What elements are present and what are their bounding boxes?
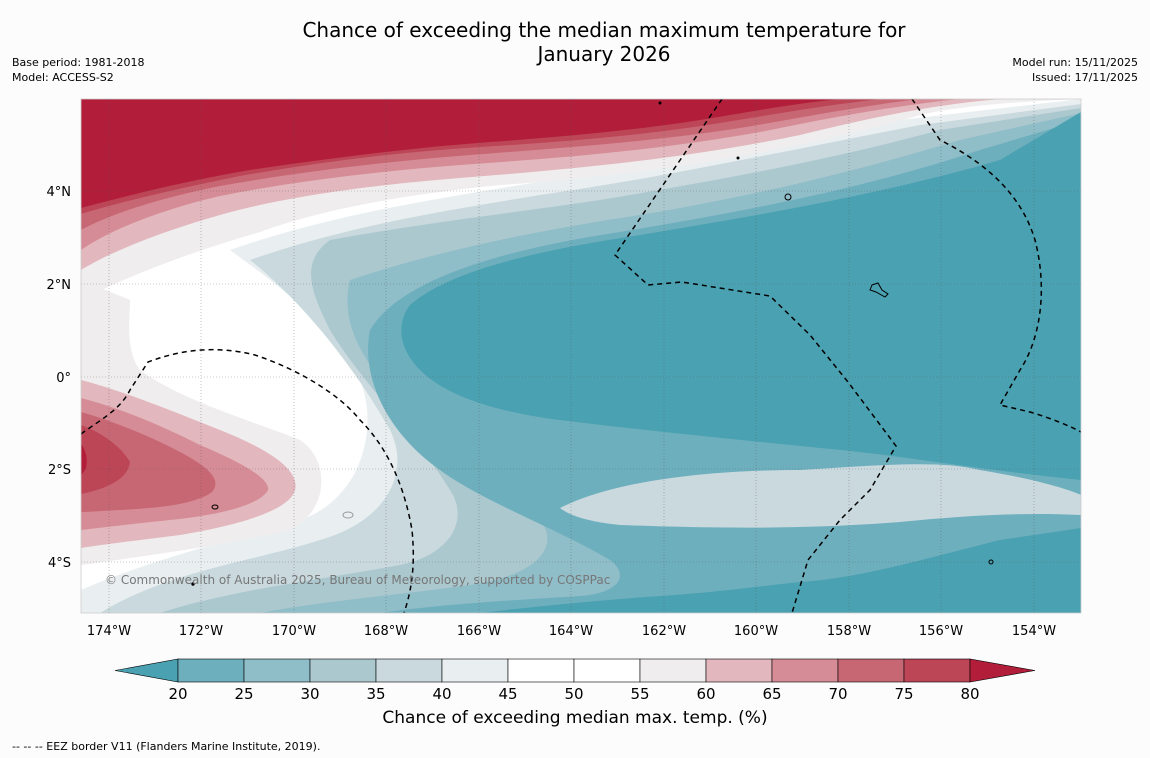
colorbar-extend-low: [114, 658, 179, 683]
island-6: [736, 156, 740, 160]
lat-label: 4°S: [48, 556, 71, 571]
field-70-75-west: [81, 412, 216, 512]
lon-label: 154°W: [1012, 624, 1056, 639]
eez-border-kiribati-north: [614, 99, 897, 613]
colorbar-title: Chance of exceeding median max. temp. (%…: [382, 708, 768, 728]
lon-label: 164°W: [549, 624, 593, 639]
island-kiritimati: [869, 282, 889, 298]
colorbar-segment: [771, 658, 839, 683]
patch-light-3: [560, 464, 1081, 528]
colorbar-segment: [507, 658, 575, 683]
lat-label: 2°S: [48, 463, 71, 478]
meta-right: Model run: 15/11/2025 Issued: 17/11/2025: [1012, 55, 1138, 85]
colorbar-tick-label: 80: [960, 685, 979, 703]
lon-label: 172°W: [179, 624, 223, 639]
lat-label: 0°: [56, 371, 71, 386]
meta-left: Base period: 1981-2018 Model: ACCESS-S2: [12, 55, 144, 85]
island-4: [988, 559, 994, 565]
colorbar-tick-label: 35: [366, 685, 385, 703]
colorbar-tick-label: 30: [300, 685, 319, 703]
lat-label: 4°N: [47, 185, 72, 200]
map-frame: [80, 98, 1082, 614]
field-below-20: [401, 112, 1081, 613]
issued-text: Issued: 17/11/2025: [1031, 71, 1138, 84]
title-line-2: January 2026: [537, 42, 671, 66]
colorbar-tick-label: 50: [564, 685, 583, 703]
colorbar-tick-label: 60: [696, 685, 715, 703]
island-5: [658, 101, 662, 105]
lon-label: 156°W: [919, 624, 963, 639]
lon-label: 160°W: [734, 624, 778, 639]
colorbar-segment: [639, 658, 707, 683]
colorbar-tick-label: 25: [234, 685, 253, 703]
colorbar-segment: [441, 658, 509, 683]
lon-label: 170°W: [272, 624, 316, 639]
island-3: [342, 511, 354, 519]
colorbar-tick-label: 70: [828, 685, 847, 703]
field-75-80-west: [81, 425, 130, 494]
lon-label: 162°W: [642, 624, 686, 639]
lon-label: 158°W: [827, 624, 871, 639]
colorbar-tick-label: 65: [762, 685, 781, 703]
field-above-80-north: [81, 99, 840, 208]
island-7: [191, 582, 195, 586]
lat-label: 2°N: [47, 278, 72, 293]
lon-label: 168°W: [364, 624, 408, 639]
colorbar-segment: [243, 658, 311, 683]
colorbar-segment: [837, 658, 905, 683]
colorbar-segment: [309, 658, 377, 683]
island-2: [211, 504, 219, 510]
copyright-text: © Commonwealth of Australia 2025, Bureau…: [105, 573, 610, 587]
colorbar-tick-label: 45: [498, 685, 517, 703]
colorbar-tick-label: 20: [168, 685, 187, 703]
island-1: [784, 193, 792, 201]
title-line-1: Chance of exceeding the median maximum t…: [302, 18, 906, 42]
lon-label: 174°W: [87, 624, 131, 639]
eez-footnote: -- -- -- EEZ border V11 (Flanders Marine…: [12, 740, 321, 753]
islands: [191, 101, 994, 586]
base-period-text: Base period: 1981-2018: [12, 56, 145, 69]
colorbar-segment: [177, 658, 245, 683]
colorbar-segment: [903, 658, 971, 683]
lon-label: 166°W: [457, 624, 501, 639]
field-above-80-west: [81, 444, 87, 475]
lat-axis-labels: 4°N 2°N 0° 2°S 4°S: [47, 185, 72, 571]
model-text: Model: ACCESS-S2: [12, 71, 114, 84]
lon-axis-labels: 174°W 172°W 170°W 168°W 166°W 164°W 162°…: [87, 624, 1056, 639]
colorbar-segment: [573, 658, 641, 683]
map-panel: [81, 99, 1081, 613]
eez-borders: [81, 99, 1081, 613]
eez-border-east: [911, 99, 1081, 433]
colorbar-segment: [705, 658, 773, 683]
eez-border-west: [81, 348, 415, 613]
model-run-text: Model run: 15/11/2025: [1012, 56, 1138, 69]
colorbar: 20 25 30 35 40 45 50 55 60 65 70 75 80: [114, 658, 1036, 703]
colorbar-segment: [375, 658, 443, 683]
colorbar-extend-high: [969, 658, 1036, 683]
chart-title: Chance of exceeding the median maximum t…: [0, 18, 1150, 66]
colorbar-tick-label: 75: [894, 685, 913, 703]
colorbar-tick-label: 55: [630, 685, 649, 703]
colorbar-tick-label: 40: [432, 685, 451, 703]
